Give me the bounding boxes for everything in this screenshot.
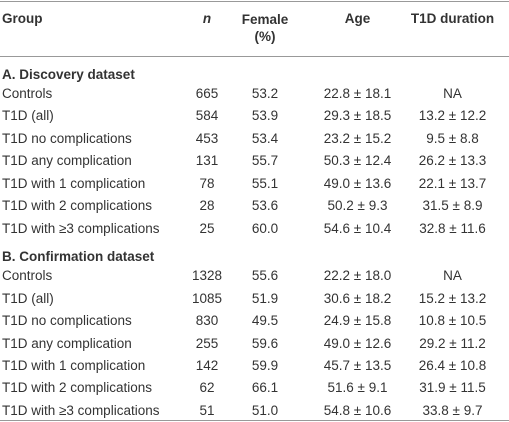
top-rule — [0, 1, 509, 2]
row-label: Controls — [2, 268, 53, 284]
cell: 53.4 — [251, 130, 279, 146]
cell: 25 — [199, 220, 215, 236]
row-label: T1D with 2 complications — [2, 380, 153, 396]
cell: 53.2 — [251, 86, 279, 101]
row-label: T1D no complications — [2, 313, 132, 329]
cell: 131 — [195, 153, 219, 169]
row-label: T1D with ≥3 complications — [2, 402, 160, 418]
header-cell: T1D duration — [410, 11, 495, 26]
cell: 255 — [195, 335, 219, 351]
cell: 66.1 — [251, 380, 279, 396]
cell: 53.6 — [251, 198, 279, 214]
cell: 78 — [199, 175, 215, 191]
row-label: T1D with 1 complication — [2, 175, 146, 191]
cell: 31.5 ± 8.9 — [422, 198, 483, 214]
cell: 59.6 — [251, 335, 279, 351]
cell: 15.2 ± 13.2 — [418, 290, 487, 306]
cell: 55.7 — [251, 153, 279, 169]
cell: 50.3 ± 12.4 — [323, 153, 392, 169]
cell: 49.0 ± 12.6 — [323, 335, 392, 351]
header-rule — [0, 56, 509, 57]
cell: 1085 — [191, 290, 223, 306]
header-cell: Female (%) — [241, 12, 289, 44]
cell: 26.4 ± 10.8 — [418, 357, 487, 373]
cell: 453 — [195, 130, 219, 146]
row-label: T1D (all) — [2, 108, 54, 124]
cell: 665 — [195, 86, 219, 101]
cell: 1328 — [191, 268, 223, 284]
cell: 830 — [195, 313, 219, 329]
cell: 55.6 — [251, 268, 279, 284]
cell: NA — [443, 86, 462, 101]
cell: 51.9 — [251, 290, 279, 306]
cell: 32.8 ± 11.6 — [419, 220, 486, 236]
cell: 49.0 ± 13.6 — [323, 175, 392, 191]
row-label: T1D any complication — [2, 153, 132, 169]
bottom-rule — [0, 420, 509, 421]
cell: 54.6 ± 10.4 — [323, 220, 392, 236]
cell: 24.9 ± 15.8 — [323, 313, 392, 329]
row-label: T1D with 2 complications — [2, 198, 153, 214]
cell: 30.6 ± 18.2 — [323, 290, 392, 306]
cell: 26.2 ± 13.3 — [418, 153, 487, 169]
row-label: T1D with 1 complication — [2, 357, 146, 373]
section-title: B. Confirmation dataset — [2, 249, 155, 265]
cell: 51 — [199, 402, 215, 418]
cell: 29.3 ± 18.5 — [323, 108, 392, 124]
cell: 54.8 ± 10.6 — [323, 402, 392, 418]
row-label: T1D any complication — [2, 335, 132, 351]
cell: 51.0 — [251, 402, 279, 418]
cell: 22.2 ± 18.0 — [323, 268, 392, 284]
section-title: A. Discovery dataset — [2, 67, 135, 82]
cell: 51.6 ± 9.1 — [327, 380, 388, 396]
cell: 142 — [195, 357, 219, 373]
cell: 29.2 ± 11.2 — [419, 335, 486, 351]
cell: 584 — [195, 108, 219, 124]
cell: 9.5 ± 8.8 — [426, 130, 479, 146]
cell: 50.2 ± 9.3 — [327, 198, 388, 214]
cell: 49.5 — [251, 313, 279, 329]
row-label: T1D no complications — [2, 130, 132, 146]
cell: 62 — [199, 380, 215, 396]
row-label: Controls — [2, 86, 53, 101]
cell: 10.8 ± 10.5 — [418, 313, 487, 329]
row-label: T1D with ≥3 complications — [2, 220, 160, 236]
cell: 22.8 ± 18.1 — [323, 86, 392, 101]
cell: 60.0 — [251, 220, 279, 236]
cell: 59.9 — [251, 357, 279, 373]
row-label: T1D (all) — [2, 290, 54, 306]
cell: 22.1 ± 13.7 — [418, 175, 487, 191]
cell: 33.8 ± 9.7 — [422, 402, 483, 418]
cell: 13.2 ± 12.2 — [418, 108, 487, 124]
cell: 53.9 — [251, 108, 279, 124]
cell: 45.7 ± 13.5 — [323, 357, 392, 373]
header-cell: Group — [2, 11, 43, 26]
cell: 55.1 — [251, 175, 279, 191]
header-cell: n — [202, 11, 212, 26]
header-cell: Age — [344, 11, 371, 26]
cell: NA — [443, 268, 462, 284]
cell: 23.2 ± 15.2 — [323, 130, 392, 146]
cell: 28 — [199, 198, 215, 214]
cell: 31.9 ± 11.5 — [419, 380, 486, 396]
